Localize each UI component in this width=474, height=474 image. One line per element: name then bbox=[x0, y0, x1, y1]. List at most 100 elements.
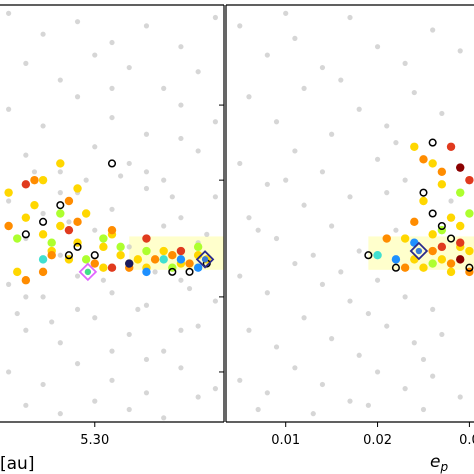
panel-0-series-0-point-77 bbox=[14, 310, 20, 317]
panel-1-series-2-point-6 bbox=[382, 234, 391, 243]
panel-1-series-0-point-26 bbox=[301, 202, 307, 208]
panel-0-series-0-point-67 bbox=[178, 135, 184, 142]
panel-1-series-8-point-7 bbox=[391, 263, 400, 272]
panel-1-series-0-point-2 bbox=[292, 35, 298, 41]
panel-0-series-3-point-2 bbox=[81, 255, 91, 264]
panel-1-series-0-point-9 bbox=[246, 94, 252, 100]
panel-1-series-0-point-46 bbox=[237, 377, 243, 383]
panel-0-series-3-point-4 bbox=[142, 246, 151, 256]
panel-1-series-1-point-10 bbox=[465, 246, 474, 256]
panel-0-series-0-point-18 bbox=[178, 102, 184, 108]
panel-1-series-0-point-10 bbox=[273, 119, 280, 125]
panel-0-series-0-point-66 bbox=[143, 169, 150, 175]
panel-0-series-0-point-8 bbox=[57, 77, 63, 83]
panel-1-series-0-point-5 bbox=[374, 44, 381, 50]
panel-0-series-0-point-69 bbox=[74, 306, 81, 313]
panel-1-series-0-point-47 bbox=[264, 390, 270, 396]
panel-0-series-0-point-49 bbox=[126, 331, 132, 338]
panel-0-series-2-point-9 bbox=[185, 259, 194, 268]
panel-1-series-1-point-0 bbox=[410, 142, 419, 151]
panel-1-series-0-point-65 bbox=[420, 356, 427, 363]
panel-0-series-9-point-0 bbox=[78, 262, 98, 282]
panel-1-series-0-point-36 bbox=[402, 294, 408, 300]
panel-0-series-1-point-0 bbox=[4, 188, 13, 197]
panel-0-series-1-point-2 bbox=[30, 200, 39, 210]
panel-0-series-5-point-1 bbox=[176, 255, 186, 264]
panel-0-series-0-point-73 bbox=[23, 294, 29, 300]
panel-1-series-0-point-18 bbox=[264, 181, 270, 187]
panel-1-series-8-point-0 bbox=[419, 188, 428, 197]
panel-1-series-0-point-30 bbox=[237, 273, 243, 279]
panel-0-series-0-point-61 bbox=[92, 398, 98, 404]
panel-0-series-0-point-2 bbox=[74, 19, 81, 25]
panel-1-series-8-point-4 bbox=[428, 138, 437, 147]
panel-0-series-0-point-85 bbox=[152, 269, 158, 275]
panel-0-series-0-point-45 bbox=[212, 298, 218, 304]
panel-0-series-0-point-56 bbox=[143, 390, 150, 396]
panel-1-series-3-point-2 bbox=[465, 209, 474, 218]
panel-0-series-0-point-35 bbox=[92, 227, 98, 233]
panel-1-series-0-point-22 bbox=[374, 156, 381, 162]
panel-0-series-1-point-21 bbox=[73, 184, 82, 193]
panel-0-series-0-point-70 bbox=[109, 348, 115, 354]
panel-1-series-0-point-29 bbox=[384, 190, 390, 196]
panel-0-series-0-point-58 bbox=[212, 386, 218, 392]
panel-1-series-8-point-6 bbox=[364, 251, 373, 260]
panel-1-series-1-point-3 bbox=[419, 196, 428, 206]
panel-0-series-9-point-0-core bbox=[84, 268, 92, 276]
panel-1-series-0-point-58 bbox=[420, 406, 427, 413]
panel-0-x-tick-label-0: 5.30 bbox=[80, 433, 109, 448]
panel-1-series-0-point-12 bbox=[329, 131, 335, 137]
panel-1-series-7-point-0 bbox=[373, 251, 382, 260]
panel-1-series-0-point-27 bbox=[329, 223, 335, 229]
panel-0-series-8-point-9 bbox=[64, 251, 73, 260]
panel-1-series-0-point-54 bbox=[457, 394, 463, 400]
panel-1-series-0-point-19 bbox=[292, 148, 298, 154]
panel-0-series-8-point-6 bbox=[185, 267, 194, 276]
panel-1-series-0-point-24 bbox=[246, 215, 252, 221]
panel-0-series-1-point-23 bbox=[133, 255, 143, 264]
panel-0-series-0-point-74 bbox=[161, 223, 167, 229]
panel-0-series-0-point-11 bbox=[161, 85, 167, 91]
panel-0-series-5-point-2 bbox=[193, 263, 203, 272]
panel-0-series-6-point-0 bbox=[159, 255, 168, 264]
panel-1-series-0-point-67 bbox=[338, 269, 344, 275]
panel-1-series-4-point-2 bbox=[437, 242, 447, 252]
panel-1-series-0-point-53 bbox=[430, 373, 436, 379]
panel-0-series-0-point-78 bbox=[31, 169, 38, 175]
panel-0-series-0-point-80 bbox=[66, 219, 72, 225]
panel-1-series-0-point-31 bbox=[264, 290, 270, 296]
panel-0-series-0-point-15 bbox=[74, 94, 81, 100]
panel-0-series-0-point-6 bbox=[212, 14, 218, 21]
panel-1-series-8-point-3 bbox=[446, 234, 456, 243]
panel-1-series-0-point-69 bbox=[283, 177, 289, 183]
panel-0-series-0-point-13 bbox=[6, 106, 12, 112]
panel-0-series-2-point-12 bbox=[38, 267, 48, 277]
panel-0-series-0-point-84 bbox=[135, 306, 141, 313]
panel-1-series-0-point-41 bbox=[329, 336, 335, 342]
panel-0-series-4-point-1 bbox=[64, 225, 74, 235]
panel-0-series-3-point-8 bbox=[99, 234, 108, 243]
panel-0-series-0-point-20 bbox=[23, 152, 29, 158]
panel-0-series-0-point-55 bbox=[109, 377, 115, 383]
panel-1-series-9-point-0-core bbox=[415, 247, 423, 255]
panel-0-series-10-point-0-core bbox=[201, 256, 209, 263]
panel-1-series-0-point-42 bbox=[356, 352, 362, 358]
panel-1-series-0-point-57 bbox=[365, 402, 371, 408]
panel-0-series-1-point-14 bbox=[159, 246, 168, 256]
panel-0-series-4-point-2 bbox=[107, 263, 117, 272]
panel-1-series-0-point-28 bbox=[356, 248, 362, 254]
panel-1-series-5-point-1 bbox=[456, 255, 465, 264]
panel-1-series-0-point-13 bbox=[356, 106, 362, 112]
panel-1-series-2-point-4 bbox=[446, 259, 456, 268]
panel-0-series-10-point-0 bbox=[195, 250, 215, 269]
panel-0-series-0-point-65 bbox=[109, 85, 115, 91]
panel-0-series-0-point-62 bbox=[126, 406, 132, 413]
panel-1-series-0-point-62 bbox=[448, 198, 454, 204]
panel-1-series-0-point-0 bbox=[237, 23, 243, 29]
panel-1-series-3-point-3 bbox=[428, 259, 437, 268]
panel-0-series-0-point-14 bbox=[40, 123, 46, 129]
panel-0-series-1-point-1 bbox=[21, 213, 31, 222]
panel-0-series-0-point-5 bbox=[178, 44, 184, 50]
panel-0-series-0-point-7 bbox=[23, 60, 29, 66]
